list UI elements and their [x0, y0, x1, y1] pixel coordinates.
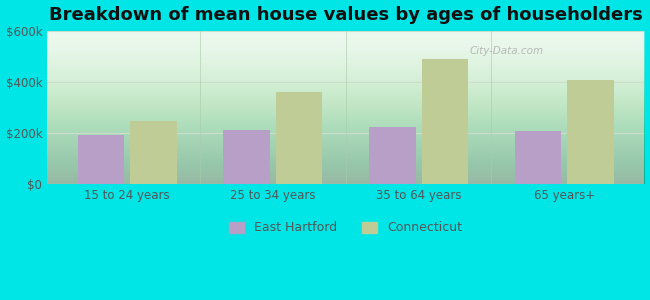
Bar: [224, 130, 270, 184]
Text: City-Data.com: City-Data.com: [470, 46, 544, 56]
Bar: [515, 131, 562, 184]
Bar: [77, 135, 124, 184]
Bar: [130, 121, 177, 184]
Title: Breakdown of mean house values by ages of householders: Breakdown of mean house values by ages o…: [49, 6, 643, 24]
Bar: [369, 128, 416, 184]
Bar: [567, 80, 614, 184]
Bar: [276, 92, 322, 184]
Bar: [421, 59, 468, 184]
Legend: East Hartford, Connecticut: East Hartford, Connecticut: [224, 217, 467, 239]
